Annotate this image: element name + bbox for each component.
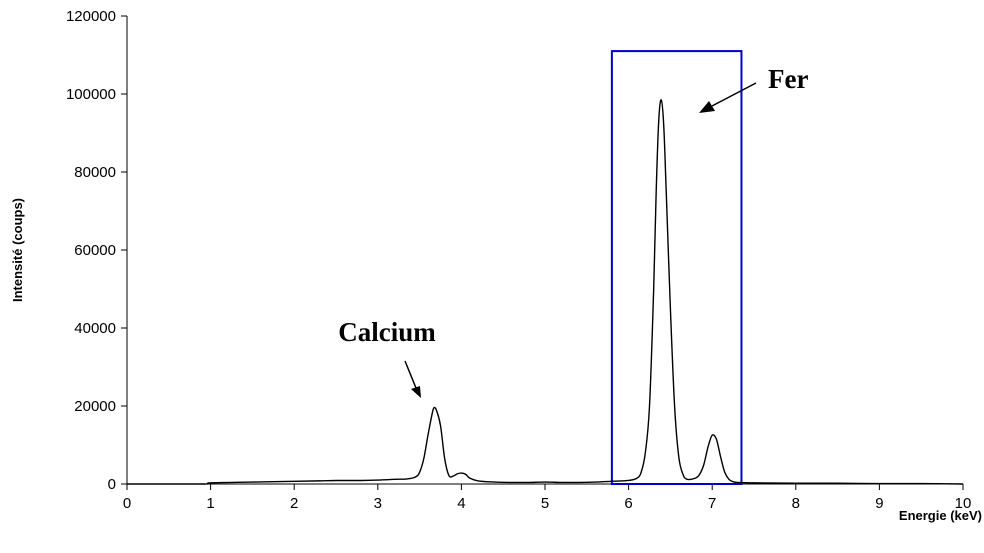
x-tick-label: 8 bbox=[792, 495, 800, 512]
x-axis: 0 1 2 3 4 5 6 7 8 9 10 bbox=[123, 483, 972, 512]
x-tick-label: 9 bbox=[875, 495, 883, 512]
y-tick-label: 0 bbox=[108, 476, 116, 493]
fer-arrowhead bbox=[699, 101, 715, 113]
y-axis: 0 20000 40000 60000 80000 100000 120000 bbox=[66, 8, 128, 493]
x-tick-label: 3 bbox=[374, 495, 382, 512]
x-tick-label: 4 bbox=[457, 495, 465, 512]
spectrum-line bbox=[126, 99, 964, 485]
y-tick-label: 120000 bbox=[66, 8, 116, 25]
fer-arrow bbox=[711, 82, 757, 107]
y-axis-title: Intensité (coups) bbox=[10, 198, 25, 302]
y-tick-label: 100000 bbox=[66, 86, 116, 103]
y-tick-label: 60000 bbox=[74, 242, 116, 259]
annotations: Calcium Fer bbox=[338, 64, 808, 398]
y-tick-label: 80000 bbox=[74, 164, 116, 181]
x-tick-label: 10 bbox=[955, 495, 972, 512]
x-axis-title: Energie (keV) bbox=[899, 508, 982, 523]
x-tick-label: 6 bbox=[624, 495, 632, 512]
x-tick-label: 0 bbox=[123, 495, 131, 512]
x-tick-label: 5 bbox=[541, 495, 549, 512]
calcium-arrowhead bbox=[411, 386, 421, 398]
fer-highlight-box bbox=[610, 50, 743, 485]
fer-label: Fer bbox=[768, 64, 808, 94]
y-tick-label: 40000 bbox=[74, 320, 116, 337]
x-tick-label: 7 bbox=[708, 495, 716, 512]
calcium-label: Calcium bbox=[338, 317, 436, 347]
y-tick-label: 20000 bbox=[74, 398, 116, 415]
plot-area bbox=[126, 50, 964, 485]
calcium-arrow bbox=[404, 360, 417, 389]
x-tick-label: 1 bbox=[206, 495, 214, 512]
x-tick-label: 2 bbox=[290, 495, 298, 512]
